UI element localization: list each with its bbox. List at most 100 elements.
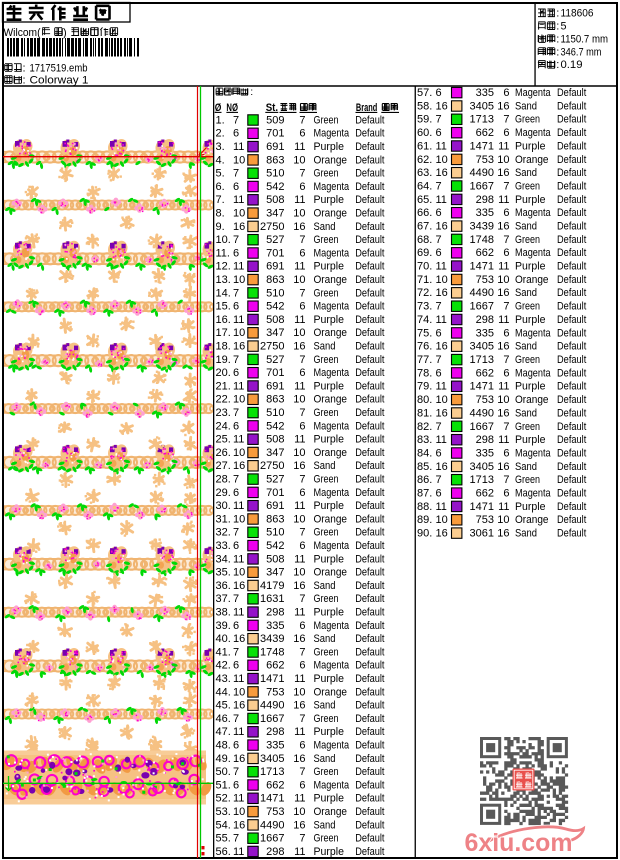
- svg-text:Default: Default: [355, 301, 384, 313]
- svg-text:Default: Default: [355, 234, 384, 246]
- svg-text:42.: 42.: [216, 660, 231, 672]
- svg-text:7: 7: [299, 833, 305, 845]
- svg-text:35.: 35.: [216, 567, 231, 579]
- svg-text:84.: 84.: [417, 447, 432, 459]
- svg-text:6: 6: [233, 740, 239, 752]
- svg-text:701: 701: [266, 247, 284, 259]
- svg-text:Default: Default: [557, 154, 586, 166]
- svg-text:65.: 65.: [417, 194, 432, 206]
- svg-text:542: 542: [266, 540, 284, 552]
- svg-text:4490: 4490: [260, 700, 284, 712]
- svg-text:10: 10: [293, 394, 305, 406]
- svg-text:Default: Default: [355, 567, 384, 579]
- svg-text:3405: 3405: [470, 341, 494, 353]
- svg-text:29.: 29.: [216, 487, 231, 499]
- svg-text:7: 7: [299, 527, 305, 539]
- svg-text:88.: 88.: [417, 501, 432, 513]
- svg-text:6: 6: [233, 779, 239, 791]
- svg-text:Green: Green: [515, 234, 540, 246]
- svg-text:Default: Default: [355, 726, 384, 738]
- svg-text:43.: 43.: [216, 673, 231, 685]
- svg-text:1150.7 mm: 1150.7 mm: [561, 33, 609, 45]
- svg-text:10: 10: [233, 447, 245, 459]
- svg-text:50.: 50.: [216, 766, 231, 778]
- svg-text:16: 16: [233, 819, 245, 831]
- svg-text:10: 10: [497, 154, 509, 166]
- svg-text:Default: Default: [355, 686, 384, 698]
- svg-text:16: 16: [233, 221, 245, 233]
- svg-text:Default: Default: [355, 500, 384, 512]
- svg-text:72.: 72.: [417, 287, 432, 299]
- svg-text:Orange: Orange: [314, 806, 348, 818]
- svg-text:16: 16: [497, 221, 509, 233]
- svg-text:Default: Default: [557, 461, 586, 473]
- svg-text:Default: Default: [355, 700, 384, 712]
- svg-text:11: 11: [498, 381, 509, 393]
- svg-text:701: 701: [266, 367, 284, 379]
- svg-text:11: 11: [294, 141, 305, 153]
- svg-text:64.: 64.: [417, 180, 432, 192]
- svg-text:16: 16: [497, 528, 509, 540]
- svg-text:11: 11: [294, 500, 305, 512]
- svg-text:Default: Default: [557, 301, 586, 313]
- svg-text:Green: Green: [314, 766, 339, 778]
- svg-text:6: 6: [299, 420, 305, 432]
- svg-text:7: 7: [299, 646, 305, 658]
- svg-text:54.: 54.: [216, 819, 231, 831]
- svg-text:7: 7: [299, 593, 305, 605]
- svg-text:16: 16: [233, 341, 245, 353]
- svg-text:Purple: Purple: [515, 261, 546, 273]
- svg-text:7: 7: [233, 407, 239, 419]
- svg-text:863: 863: [266, 513, 284, 525]
- svg-text:7: 7: [233, 474, 239, 486]
- svg-text:Default: Default: [557, 407, 586, 419]
- svg-text:69.: 69.: [417, 247, 432, 259]
- svg-text:662: 662: [266, 779, 284, 791]
- svg-text:Purple: Purple: [314, 314, 345, 326]
- svg-text:Magenta: Magenta: [314, 740, 350, 752]
- svg-text:68.: 68.: [417, 234, 432, 246]
- svg-text:Green: Green: [515, 474, 540, 486]
- svg-text:508: 508: [266, 434, 284, 446]
- svg-text:Default: Default: [355, 181, 384, 193]
- svg-text:1471: 1471: [470, 140, 494, 152]
- svg-text:7: 7: [436, 474, 442, 486]
- svg-text:41.: 41.: [216, 646, 231, 658]
- svg-text:510: 510: [266, 287, 284, 299]
- svg-text:16: 16: [233, 700, 245, 712]
- svg-text:85.: 85.: [417, 461, 432, 473]
- svg-text:6: 6: [436, 207, 442, 219]
- svg-text:18.: 18.: [216, 341, 231, 353]
- svg-text:6: 6: [233, 540, 239, 552]
- svg-text:16: 16: [497, 287, 509, 299]
- svg-text:11: 11: [233, 846, 244, 858]
- svg-text:662: 662: [476, 488, 494, 500]
- svg-text:1713: 1713: [260, 766, 284, 778]
- svg-text:1748: 1748: [260, 646, 284, 658]
- svg-text:1713: 1713: [470, 354, 494, 366]
- svg-text:11: 11: [294, 434, 305, 446]
- svg-text:Default: Default: [557, 127, 586, 139]
- svg-text:Purple: Purple: [314, 434, 345, 446]
- svg-text:3439: 3439: [470, 221, 494, 233]
- svg-text:Default: Default: [557, 341, 586, 353]
- svg-text::: :: [23, 75, 26, 87]
- svg-text:11: 11: [436, 381, 447, 393]
- svg-text:Magenta: Magenta: [314, 367, 350, 379]
- svg-text:11: 11: [498, 434, 509, 446]
- svg-text:Default: Default: [355, 607, 384, 619]
- svg-text:11: 11: [436, 140, 447, 152]
- svg-text:Default: Default: [355, 460, 384, 472]
- svg-text:Green: Green: [314, 354, 339, 366]
- svg-text:22.: 22.: [216, 394, 231, 406]
- svg-text:542: 542: [266, 420, 284, 432]
- svg-text:Green: Green: [314, 407, 339, 419]
- svg-text:Green: Green: [515, 180, 540, 192]
- svg-text:11: 11: [498, 314, 509, 326]
- svg-text:Default: Default: [557, 474, 586, 486]
- svg-text:6: 6: [503, 247, 509, 259]
- svg-text:11: 11: [498, 261, 509, 273]
- svg-text::: :: [556, 21, 559, 33]
- svg-text:347: 347: [266, 208, 284, 220]
- svg-text:11: 11: [498, 140, 509, 152]
